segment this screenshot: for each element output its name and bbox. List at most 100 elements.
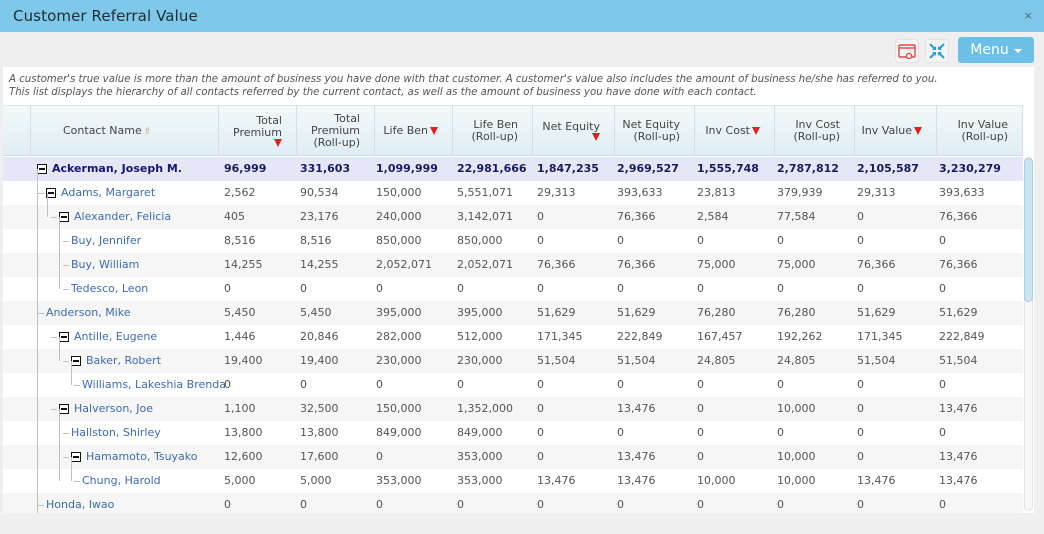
table-row[interactable]: Anderson, Mike 5,450 5,450 395,000 395,000 51…: [3, 301, 1023, 325]
collapse-all-button[interactable]: [925, 39, 949, 63]
contact-name-link[interactable]: Baker, Robert: [86, 354, 162, 367]
contact-name-link[interactable]: Hamamoto, Tsuyako: [86, 450, 198, 463]
cell-ic: 0: [697, 450, 704, 463]
referral-panel: A customer's true value is more than the…: [3, 67, 1034, 513]
menu-button[interactable]: Menu: [958, 37, 1034, 63]
contact-name-link[interactable]: Williams, Lakeshia Brenda: [82, 378, 226, 391]
vertical-scrollbar[interactable]: [1024, 157, 1033, 511]
cell-lb: 0: [376, 450, 383, 463]
description-line-1: A customer's true value is more than the…: [9, 74, 938, 85]
column-header-ne[interactable]: Net Equity: [533, 106, 615, 156]
export-calendar-icon: [898, 44, 916, 59]
column-header-ivr[interactable]: Inv Value (Roll-up): [937, 106, 1023, 156]
table-row[interactable]: Honda, Iwao 0 0 0 0 0 0 0 0 0 0: [3, 493, 1023, 513]
export-button[interactable]: [895, 39, 919, 63]
table-row[interactable]: Hamamoto, Tsuyako 12,600 17,600 0 353,000 0 13…: [3, 445, 1023, 469]
cell-tp: 96,999: [224, 162, 267, 175]
cell-icr: 379,939: [777, 186, 823, 199]
close-icon[interactable]: ×: [1023, 9, 1033, 22]
table-row[interactable]: Hallston, Shirley 13,800 13,800 849,000 849,…: [3, 421, 1023, 445]
cell-ic: 0: [697, 282, 704, 295]
contact-name-link[interactable]: Buy, William: [71, 258, 140, 271]
column-header-lb[interactable]: Life Ben: [375, 106, 453, 156]
column-header-lbr[interactable]: Life Ben (Roll-up): [453, 106, 533, 156]
contact-name-link[interactable]: Chung, Harold: [82, 474, 161, 487]
table-row[interactable]: Antille, Eugene 1,446 20,846 282,000 512,000…: [3, 325, 1023, 349]
tree-guide-line: [71, 457, 72, 481]
cell-ivr: 222,849: [939, 330, 985, 343]
cell-tpr: 5,450: [300, 306, 332, 319]
table-row[interactable]: Buy, William 14,255 14,255 2,052,071 2,052,0…: [3, 253, 1023, 277]
cell-tp: 14,255: [224, 258, 263, 271]
cell-iv: 0: [857, 450, 864, 463]
cell-ner: 2,969,527: [617, 162, 679, 175]
table-row[interactable]: Baker, Robert 19,400 19,400 230,000 230,000 5…: [3, 349, 1023, 373]
contact-name-link[interactable]: Tedesco, Leon: [71, 282, 149, 295]
contact-name-link[interactable]: Anderson, Mike: [46, 306, 131, 319]
table-row[interactable]: Adams, Margaret 2,562 90,534 150,000 5,551,0…: [3, 181, 1023, 205]
cell-ner: 0: [617, 378, 624, 391]
table-row[interactable]: Tedesco, Leon 0 0 0 0 0 0 0 0 0 0: [3, 277, 1023, 301]
column-label: Premium: [233, 126, 282, 139]
tree-connector: [38, 313, 44, 314]
table-row[interactable]: Halverson, Joe 1,100 32,500 150,000 1,352,00…: [3, 397, 1023, 421]
tree-connector: [63, 361, 69, 362]
table-row[interactable]: Williams, Lakeshia Brenda 0 0 0 0 0 0 0 0 0 0: [3, 373, 1023, 397]
cell-tp: 13,800: [224, 426, 263, 439]
contact-name-link[interactable]: Honda, Iwao: [46, 498, 115, 511]
column-label: Inv Cost: [795, 118, 840, 131]
cell-ne: 0: [537, 234, 544, 247]
cell-ivr: 51,504: [939, 354, 978, 367]
collapse-node-icon[interactable]: [37, 164, 47, 174]
cell-ne: 29,313: [537, 186, 576, 199]
column-header-name[interactable]: Contact Name ⇧: [31, 106, 219, 156]
tree-guide-line: [59, 217, 60, 289]
contact-name-link[interactable]: Alexander, Felicia: [74, 210, 172, 223]
contact-name-link[interactable]: Adams, Margaret: [61, 186, 156, 199]
column-label: Inv Value: [861, 124, 912, 137]
collapse-node-icon[interactable]: [59, 212, 69, 222]
column-header-tp[interactable]: Total Premium: [219, 106, 297, 156]
table-row[interactable]: Ackerman, Joseph M. 96,999 331,603 1,099,99…: [3, 157, 1023, 181]
collapse-node-icon[interactable]: [71, 452, 81, 462]
cell-ner: 13,476: [617, 402, 656, 415]
cell-lbr: 512,000: [457, 330, 503, 343]
sort-descending-icon: [430, 127, 438, 135]
contact-name-link[interactable]: Ackerman, Joseph M.: [52, 162, 182, 175]
tree-guide-line: [59, 337, 60, 361]
column-header-tpr[interactable]: Total Premium (Roll-up): [297, 106, 375, 156]
cell-tp: 5,000: [224, 474, 256, 487]
collapse-node-icon[interactable]: [71, 356, 81, 366]
tree-connector: [74, 481, 80, 482]
tree-connector: [74, 385, 80, 386]
table-row[interactable]: Buy, Jennifer 8,516 8,516 850,000 850,000 0 0 0…: [3, 229, 1023, 253]
contact-name-link[interactable]: Hallston, Shirley: [71, 426, 161, 439]
column-header-ic[interactable]: Inv Cost: [695, 106, 775, 156]
cell-icr: 24,805: [777, 354, 816, 367]
cell-ivr: 393,633: [939, 186, 985, 199]
scrollbar-thumb[interactable]: [1024, 158, 1033, 302]
contact-name-link[interactable]: Buy, Jennifer: [71, 234, 142, 247]
table-row[interactable]: Chung, Harold 5,000 5,000 353,000 353,000 13,…: [3, 469, 1023, 493]
menu-label: Menu: [970, 42, 1009, 58]
collapse-node-icon[interactable]: [59, 332, 69, 342]
collapse-node-icon[interactable]: [46, 188, 56, 198]
contact-name-link[interactable]: Antille, Eugene: [74, 330, 158, 343]
cell-lb: 282,000: [376, 330, 422, 343]
cell-tpr: 32,500: [300, 402, 339, 415]
column-header-icr[interactable]: Inv Cost (Roll-up): [775, 106, 855, 156]
column-header-iv[interactable]: Inv Value: [855, 106, 937, 156]
cell-tp: 405: [224, 210, 245, 223]
cell-tpr: 19,400: [300, 354, 339, 367]
collapse-node-icon[interactable]: [59, 404, 69, 414]
header-gutter: [3, 106, 31, 156]
cell-ne: 0: [537, 282, 544, 295]
cell-iv: 0: [857, 282, 864, 295]
table-row[interactable]: Alexander, Felicia 405 23,176 240,000 3,142,…: [3, 205, 1023, 229]
cell-iv: 0: [857, 498, 864, 511]
cell-lb: 150,000: [376, 402, 422, 415]
cell-tp: 1,446: [224, 330, 256, 343]
column-header-ner[interactable]: Net Equity (Roll-up): [615, 106, 695, 156]
column-label: Inv Cost: [705, 124, 750, 137]
contact-name-link[interactable]: Halverson, Joe: [74, 402, 154, 415]
